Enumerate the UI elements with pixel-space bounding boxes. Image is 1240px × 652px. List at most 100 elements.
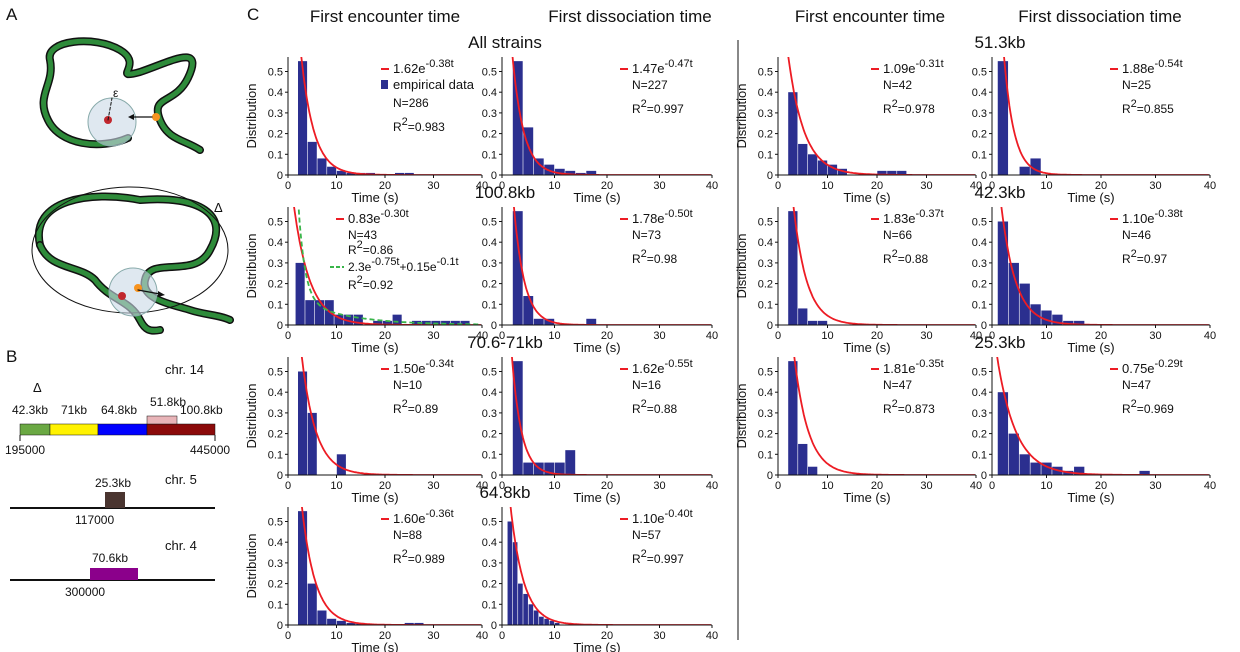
- y-tick-label: 0.5: [482, 366, 497, 378]
- x-tick-label: 0: [989, 330, 995, 342]
- y-tick-label: 0.5: [758, 366, 773, 378]
- fit-label-part: -0.30t: [381, 208, 409, 220]
- n-label-part: N=: [393, 378, 409, 392]
- x-tick-label: 10: [548, 630, 560, 642]
- histogram-bar: [1019, 454, 1030, 475]
- x-tick-label: 40: [706, 630, 718, 642]
- y-tick-label: 0.5: [758, 216, 773, 228]
- group-title: 25.3kb: [974, 333, 1025, 352]
- y-tick-label: 0.5: [972, 216, 987, 228]
- x-tick-label: 40: [706, 480, 718, 492]
- y-tick-label: 0.3: [758, 258, 773, 270]
- histogram-bar: [1019, 166, 1030, 175]
- n-label-part: 57: [648, 528, 662, 542]
- y-tick-label: 0.5: [482, 66, 497, 78]
- r2-label-part: =: [408, 120, 415, 134]
- histogram-bar: [798, 443, 808, 475]
- x-tick-label: 40: [970, 480, 982, 492]
- n-label: N=47: [1122, 378, 1151, 392]
- y-tick-label: 0.3: [758, 408, 773, 420]
- histogram-bar: [307, 412, 317, 475]
- x-tick-label: 20: [1095, 330, 1107, 342]
- y-tick-label: 0.4: [482, 387, 497, 399]
- x-tick-label: 30: [1149, 330, 1161, 342]
- y-tick-label: 0.1: [758, 449, 773, 461]
- histogram-bar: [1074, 320, 1085, 325]
- r2-label: R2=0.97: [1122, 248, 1167, 266]
- x-axis-label: Time (s): [573, 490, 620, 505]
- x-tick-label: 40: [1204, 480, 1216, 492]
- x-tick-label: 40: [1204, 330, 1216, 342]
- r2-label-part: 0.997: [654, 552, 684, 566]
- histogram-bar: [523, 462, 534, 475]
- y-tick-label: 0.4: [482, 537, 497, 549]
- fit-label-part: 1.78e: [632, 211, 665, 226]
- x-tick-label: 20: [601, 180, 613, 192]
- x-axis-label: Time (s): [573, 640, 620, 652]
- y-tick-label: 0: [277, 470, 283, 482]
- histogram-bar: [528, 604, 534, 625]
- x-tick-label: 20: [1095, 180, 1107, 192]
- x-tick-label: 40: [476, 180, 488, 192]
- histogram-bar: [512, 61, 523, 175]
- y-tick-label: 0.3: [972, 108, 987, 120]
- r2-label: R2=0.997: [632, 548, 684, 566]
- r2-label-part: =: [898, 252, 905, 266]
- fit-curve: [793, 357, 975, 475]
- n-label-part: N=: [883, 228, 899, 242]
- fit-label-part: 1.10e: [1122, 211, 1155, 226]
- fit-label-part: -0.35t: [916, 358, 944, 370]
- fit-label-part: 1.88e: [1122, 61, 1155, 76]
- x-tick-label: 30: [653, 630, 665, 642]
- r2-label-part: 2: [402, 116, 408, 128]
- r2-label-part: 0.855: [1144, 102, 1174, 116]
- y-tick-label: 0.4: [972, 87, 987, 99]
- n-label-part: N=: [1122, 78, 1138, 92]
- panel-label: C: [247, 5, 259, 24]
- x-tick-label: 10: [330, 630, 342, 642]
- x-tick-label: 30: [920, 180, 932, 192]
- r2-label-part: 2: [1131, 98, 1137, 110]
- histogram-bar: [298, 371, 308, 475]
- x-tick-label: 40: [706, 180, 718, 192]
- y-tick-label: 0.4: [268, 87, 283, 99]
- fit-curve: [511, 357, 711, 475]
- r2-label-part: 2: [641, 548, 647, 560]
- x-tick-label: 10: [1040, 480, 1052, 492]
- r2-label-part: 0.86: [370, 243, 394, 257]
- x-tick-label: 0: [499, 330, 505, 342]
- r2-label-part: 0.989: [415, 552, 445, 566]
- y-tick-label: 0.1: [972, 299, 987, 311]
- r2-label-part: 0.978: [905, 102, 935, 116]
- histogram-bar: [411, 320, 422, 325]
- r2-label-part: 2: [892, 98, 898, 110]
- n-label: N=66: [883, 228, 912, 242]
- histogram-bar: [512, 211, 523, 325]
- y-tick-label: 0.3: [482, 108, 497, 120]
- chromosome-map: [10, 415, 216, 581]
- r2-label-part: 2: [1131, 248, 1137, 260]
- x-tick-label: 0: [989, 180, 995, 192]
- x-tick-label: 30: [1149, 180, 1161, 192]
- r2-label: R2=0.86: [348, 239, 393, 257]
- n-label: N=43: [348, 228, 377, 242]
- r2-label-part: R: [883, 252, 892, 266]
- n-label-part: 43: [364, 228, 378, 242]
- r2-label-part: 2: [892, 398, 898, 410]
- histogram-bar: [544, 618, 549, 625]
- r2-label-part: =: [363, 243, 370, 257]
- histogram-bar: [798, 308, 808, 325]
- fit-label-part: -0.36t: [426, 508, 454, 520]
- segment-label: 51.8kb: [150, 395, 186, 409]
- y-tick-label: 0.2: [268, 279, 283, 291]
- histogram-bar: [565, 170, 576, 175]
- histogram-bar: [817, 160, 828, 175]
- histogram-bar: [788, 92, 798, 175]
- histogram-bar: [533, 610, 539, 625]
- y-tick-label: 0: [491, 620, 497, 632]
- histogram-bar: [997, 221, 1009, 325]
- n-label: N=10: [393, 378, 422, 392]
- x-tick-label: 10: [330, 480, 342, 492]
- r2-label-part: =: [647, 252, 654, 266]
- y-tick-label: 0.3: [268, 408, 283, 420]
